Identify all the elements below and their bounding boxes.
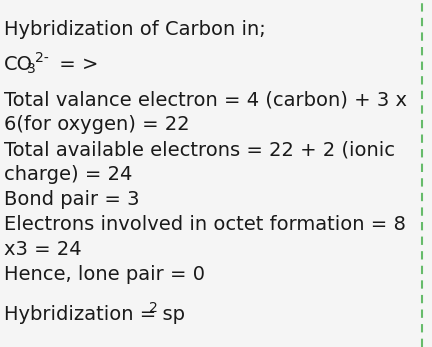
Text: Hybridization = sp: Hybridization = sp	[4, 305, 185, 324]
Text: CO: CO	[4, 55, 33, 74]
Text: Total available electrons = 22 + 2 (ionic: Total available electrons = 22 + 2 (ioni…	[4, 140, 395, 159]
Text: charge) = 24: charge) = 24	[4, 165, 132, 184]
Text: Electrons involved in octet formation = 8: Electrons involved in octet formation = …	[4, 215, 406, 234]
Text: Bond pair = 3: Bond pair = 3	[4, 190, 140, 209]
Text: Total valance electron = 4 (carbon) + 3 x: Total valance electron = 4 (carbon) + 3 …	[4, 90, 407, 109]
Text: 3: 3	[27, 62, 36, 76]
Text: = >: = >	[53, 55, 98, 74]
Text: 2-: 2-	[35, 51, 49, 65]
Text: 6(for oxygen) = 22: 6(for oxygen) = 22	[4, 115, 190, 134]
Text: Hence, lone pair = 0: Hence, lone pair = 0	[4, 265, 205, 284]
Text: Hybridization of Carbon in;: Hybridization of Carbon in;	[4, 20, 266, 39]
Text: x3 = 24: x3 = 24	[4, 240, 82, 259]
Text: 2: 2	[149, 301, 158, 315]
